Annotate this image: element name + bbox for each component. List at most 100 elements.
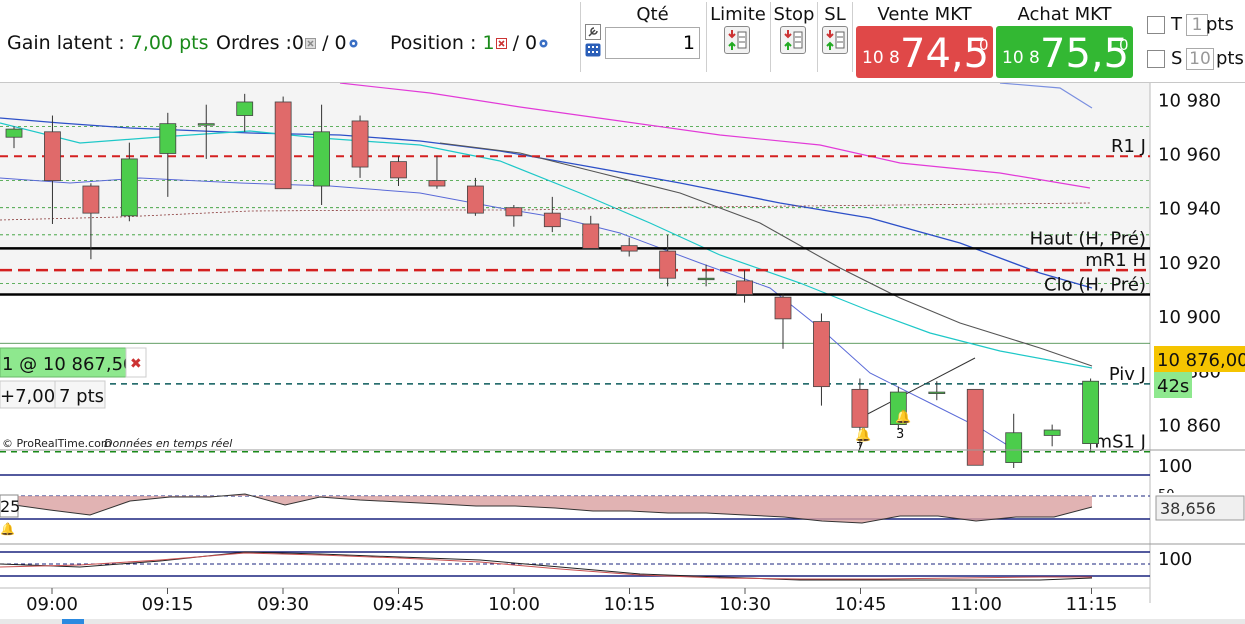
limit-label: Limite: [710, 4, 766, 25]
bell-icon: 🔔: [895, 409, 911, 425]
x-tick-label: 10:45: [835, 594, 887, 615]
candle-body: [390, 161, 407, 179]
position-entry: 1 @ 10 867,50: [2, 354, 135, 375]
position-summary[interactable]: Position : 1 / 0: [390, 32, 549, 54]
take-profit-checkbox[interactable]: [1147, 16, 1165, 34]
candle-body: [120, 158, 138, 217]
candle-body: [851, 388, 869, 428]
keypad-icon[interactable]: [585, 43, 601, 57]
trendline: [859, 357, 976, 419]
y-tick-label: 10 960: [1158, 144, 1221, 165]
stop-order-button[interactable]: [780, 26, 806, 54]
orders-count: 0: [291, 32, 305, 54]
bell-icon: 🔔: [0, 522, 15, 536]
candlesticks: [5, 93, 1099, 468]
candle-body: [966, 388, 984, 466]
candle-body: [236, 101, 254, 116]
position-count: 1: [482, 32, 495, 54]
bell-icon: 🔔: [855, 427, 871, 443]
scrollbar[interactable]: [0, 619, 1245, 624]
y-tick-label: 10 900: [1158, 307, 1221, 328]
candle-body: [159, 123, 177, 154]
candle-body: [543, 212, 561, 228]
sell-price-decimal: 0: [979, 36, 989, 54]
y-tick-label: 10 980: [1158, 90, 1221, 111]
time-axis: 09:00 09:15 09:30 09:45 10:00 10:15 10:30 10:45…: [26, 588, 1117, 615]
osc2-tick-100: 100: [1158, 549, 1192, 570]
x-tick-label: 10:00: [488, 594, 540, 615]
separator: [706, 2, 707, 72]
alert-count: 3: [896, 427, 904, 442]
position-pnl: +7,00: [0, 386, 55, 407]
ma-grey-line: [439, 142, 1093, 367]
level-label: Haut (H, Pré): [1030, 228, 1146, 249]
price-chart[interactable]: R1 J Haut (H, Pré)mR1 H Clo (H, Pré) Piv J m…: [0, 83, 1245, 624]
candle-body: [1005, 432, 1023, 463]
candle-body: [5, 128, 23, 138]
limit-order-icon: [728, 30, 747, 50]
realtime-watermark: Données en temps réel: [104, 437, 232, 450]
quantity-input[interactable]: [605, 27, 700, 59]
separator: [817, 2, 818, 72]
osc1-value: 38,656: [1160, 499, 1216, 518]
wrench-icon[interactable]: [585, 24, 601, 40]
delete-orders-icon[interactable]: [305, 38, 317, 49]
gear-icon[interactable]: [538, 38, 549, 49]
stop-unit: pts: [1216, 48, 1244, 69]
pivot-levels: R1 J Haut (H, Pré)mR1 H Clo (H, Pré) Piv J m…: [0, 136, 1150, 453]
scrollbar-thumb[interactable]: [62, 619, 84, 624]
sell-market-button[interactable]: 10 8 74,5 0: [856, 26, 993, 78]
level-label: R1 J: [1111, 136, 1146, 157]
x-tick-label: 10:15: [604, 594, 656, 615]
candle-body: [197, 123, 215, 126]
level-label: Clo (H, Pré): [1044, 274, 1146, 295]
orders-summary[interactable]: Ordres :0 / 0: [216, 32, 359, 54]
level-label: Piv J: [1109, 364, 1146, 385]
y-tick-label: 10 860: [1158, 416, 1221, 437]
level-label: mR1 H: [1085, 250, 1146, 271]
stop-loss-button[interactable]: [822, 26, 848, 54]
buy-market-label: Achat MKT: [1017, 4, 1112, 25]
gain-label: Gain latent :: [7, 32, 125, 54]
close-icon[interactable]: ✖: [130, 356, 142, 372]
level-label: mS1 J: [1095, 432, 1146, 453]
candle-body: [928, 391, 946, 394]
stop-value[interactable]: 10: [1186, 48, 1214, 70]
candle-countdown: 42s: [1157, 376, 1189, 397]
trading-toolbar: Gain latent : 7,00 pts Ordres :0 / 0 Pos…: [0, 0, 1245, 83]
y-tick-label: 10 920: [1158, 253, 1221, 274]
alerts: 🔔 7 🔔 3: [855, 409, 911, 454]
limit-order-button[interactable]: [724, 26, 750, 54]
prior-session-shade: [0, 83, 1150, 293]
osc1-line: [0, 493, 1093, 524]
stop-order-icon: [784, 30, 803, 50]
x-tick-label: 10:30: [719, 594, 771, 615]
x-tick-label: 11:15: [1066, 594, 1118, 615]
separator: [770, 2, 771, 72]
position-label: Position :: [390, 32, 477, 54]
candle-body: [351, 120, 369, 168]
candle-body: [1043, 429, 1061, 436]
stop-loss-icon: [826, 30, 845, 50]
take-profit-value[interactable]: 1: [1186, 14, 1208, 36]
brown-dotted-line: [0, 202, 1091, 221]
alert-count: 7: [856, 440, 864, 454]
candle-body: [274, 101, 292, 190]
candle-body: [313, 131, 331, 187]
x-tick-label: 09:00: [26, 594, 78, 615]
current-price-tag: 10 876,00 42s: [1154, 346, 1245, 398]
sell-price-main: 74,5: [900, 31, 990, 77]
position-box[interactable]: 1 @ 10 867,50 ✖ +7,00 7 pts: [0, 347, 147, 409]
gear-icon[interactable]: [348, 38, 359, 49]
position-pending: / 0: [512, 32, 538, 54]
candle-body: [889, 391, 907, 426]
buy-market-button[interactable]: 10 8 75,5 0: [996, 26, 1133, 78]
x-tick-label: 09:30: [257, 594, 309, 615]
candle-body: [505, 207, 523, 217]
sl-label: SL: [824, 4, 846, 25]
source-watermark: © ProRealTime.com: [2, 437, 112, 450]
close-position-icon[interactable]: [495, 38, 507, 49]
stop-checkbox[interactable]: [1147, 50, 1165, 68]
orders-pending: / 0: [322, 32, 347, 54]
candle-body: [736, 280, 753, 295]
